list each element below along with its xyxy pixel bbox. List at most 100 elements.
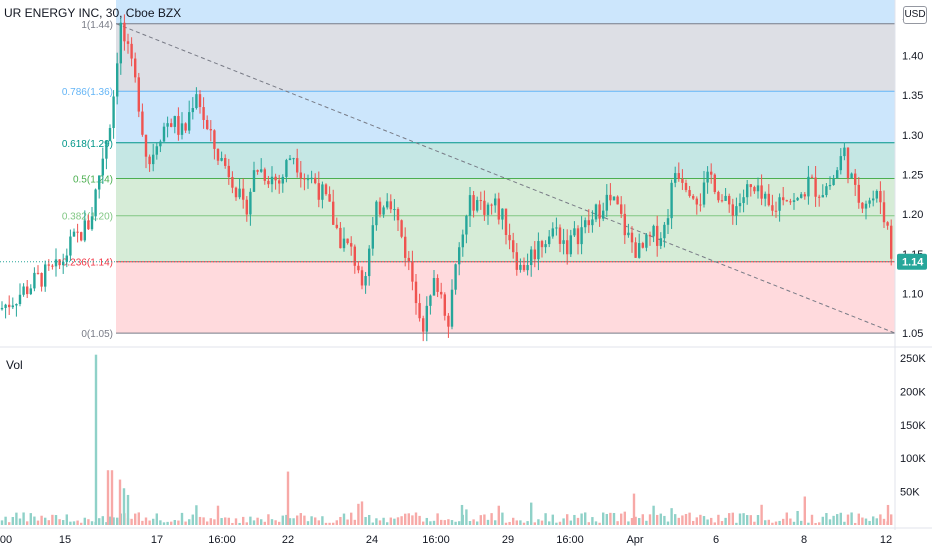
- candle-body: [720, 200, 724, 202]
- candle-body: [407, 257, 410, 262]
- volume-bar: [666, 521, 670, 525]
- time-tick-label: 16:00: [208, 534, 236, 546]
- candle-body: [594, 204, 598, 220]
- candle-body: [411, 261, 414, 282]
- volume-bar: [440, 519, 443, 525]
- volume-bar: [177, 520, 180, 525]
- candle-body: [659, 238, 662, 246]
- volume-bar: [224, 517, 227, 525]
- candle-body: [270, 176, 274, 185]
- price-tick-label: 1.30: [902, 130, 923, 142]
- time-tick-label: 15: [59, 534, 71, 546]
- volume-bar: [26, 521, 29, 525]
- volume-bar: [515, 520, 518, 525]
- candle-body: [512, 240, 515, 253]
- volume-bar: [317, 520, 320, 525]
- volume-bar: [134, 513, 137, 525]
- candle-body: [674, 173, 677, 183]
- volume-bar: [296, 515, 299, 525]
- candle-body: [753, 187, 756, 192]
- volume-bar: [206, 521, 209, 525]
- candle-body: [843, 147, 846, 157]
- candle-body: [468, 195, 472, 216]
- candle-body: [40, 273, 43, 287]
- volume-bar: [681, 515, 684, 525]
- candle-body: [144, 134, 148, 157]
- candle-body: [364, 276, 367, 286]
- candle-body: [134, 58, 137, 78]
- volume-bar: [886, 504, 890, 525]
- volume-bar: [76, 520, 79, 525]
- candle-body: [72, 231, 76, 237]
- volume-bar: [350, 512, 353, 525]
- candle-body: [350, 243, 353, 247]
- candle-body: [238, 188, 241, 198]
- candle-body: [555, 227, 558, 229]
- candle-body: [33, 272, 36, 289]
- volume-bar: [537, 519, 540, 525]
- candle-body: [26, 286, 29, 295]
- volume-bar: [796, 510, 799, 525]
- volume-bar: [695, 517, 698, 525]
- volume-bar: [238, 522, 241, 525]
- volume-bar: [587, 522, 590, 525]
- volume-bar: [584, 512, 587, 525]
- candle-body: [666, 218, 670, 225]
- candle-body: [724, 195, 727, 201]
- volume-bar: [209, 518, 212, 525]
- candle-body: [890, 225, 893, 259]
- volume-bar: [519, 520, 522, 525]
- candle-body: [177, 116, 180, 135]
- volume-bar: [18, 518, 22, 525]
- candle-body: [108, 128, 112, 142]
- volume-bar: [576, 517, 580, 525]
- price-tick-label: 1.40: [902, 51, 923, 63]
- volume-bar: [486, 519, 490, 525]
- candle-body: [191, 108, 194, 113]
- candle-body: [630, 232, 634, 243]
- volume-bar: [314, 517, 317, 525]
- fib-level-label: 0.382(1.20): [62, 212, 113, 223]
- volume-bar: [890, 514, 893, 525]
- candle-body: [332, 201, 335, 225]
- volume-bar: [569, 520, 572, 525]
- candle-body: [789, 201, 792, 203]
- volume-tick-label: 250K: [900, 353, 926, 365]
- volume-bar: [166, 521, 169, 525]
- candle-body: [645, 234, 648, 248]
- volume-bar: [468, 521, 472, 525]
- fib-level-label: 0.236(1.14): [62, 258, 113, 269]
- candle-body: [382, 207, 385, 215]
- volume-bar: [87, 519, 90, 525]
- candle-body: [155, 146, 158, 155]
- volume-bar: [634, 516, 637, 525]
- candle-body: [756, 185, 760, 192]
- volume-bar: [141, 520, 144, 525]
- volume-bar: [807, 522, 810, 525]
- volume-bar: [108, 516, 112, 525]
- candle-body: [450, 289, 454, 327]
- volume-bar: [36, 520, 40, 525]
- candle-body: [18, 294, 22, 305]
- volume-bar: [90, 521, 94, 525]
- volume-bar: [15, 512, 18, 525]
- volume-bar: [335, 520, 338, 525]
- candle-body: [681, 178, 684, 183]
- volume-bar: [191, 514, 194, 525]
- fib-band-top: [116, 0, 895, 24]
- candle-body: [360, 270, 364, 286]
- candle-body: [634, 242, 637, 258]
- candle-body: [551, 228, 554, 237]
- candle-body: [800, 194, 803, 198]
- candle-body: [796, 197, 799, 201]
- currency-button[interactable]: USD: [903, 6, 927, 24]
- candle-body: [357, 265, 360, 271]
- candle-body: [828, 184, 832, 187]
- fib-level-label: 1(1.44): [81, 20, 113, 31]
- volume-bar: [411, 515, 414, 525]
- volume-bar: [378, 520, 382, 525]
- volume-bar: [360, 501, 364, 525]
- volume-bar: [522, 522, 526, 525]
- candle-body: [623, 213, 626, 236]
